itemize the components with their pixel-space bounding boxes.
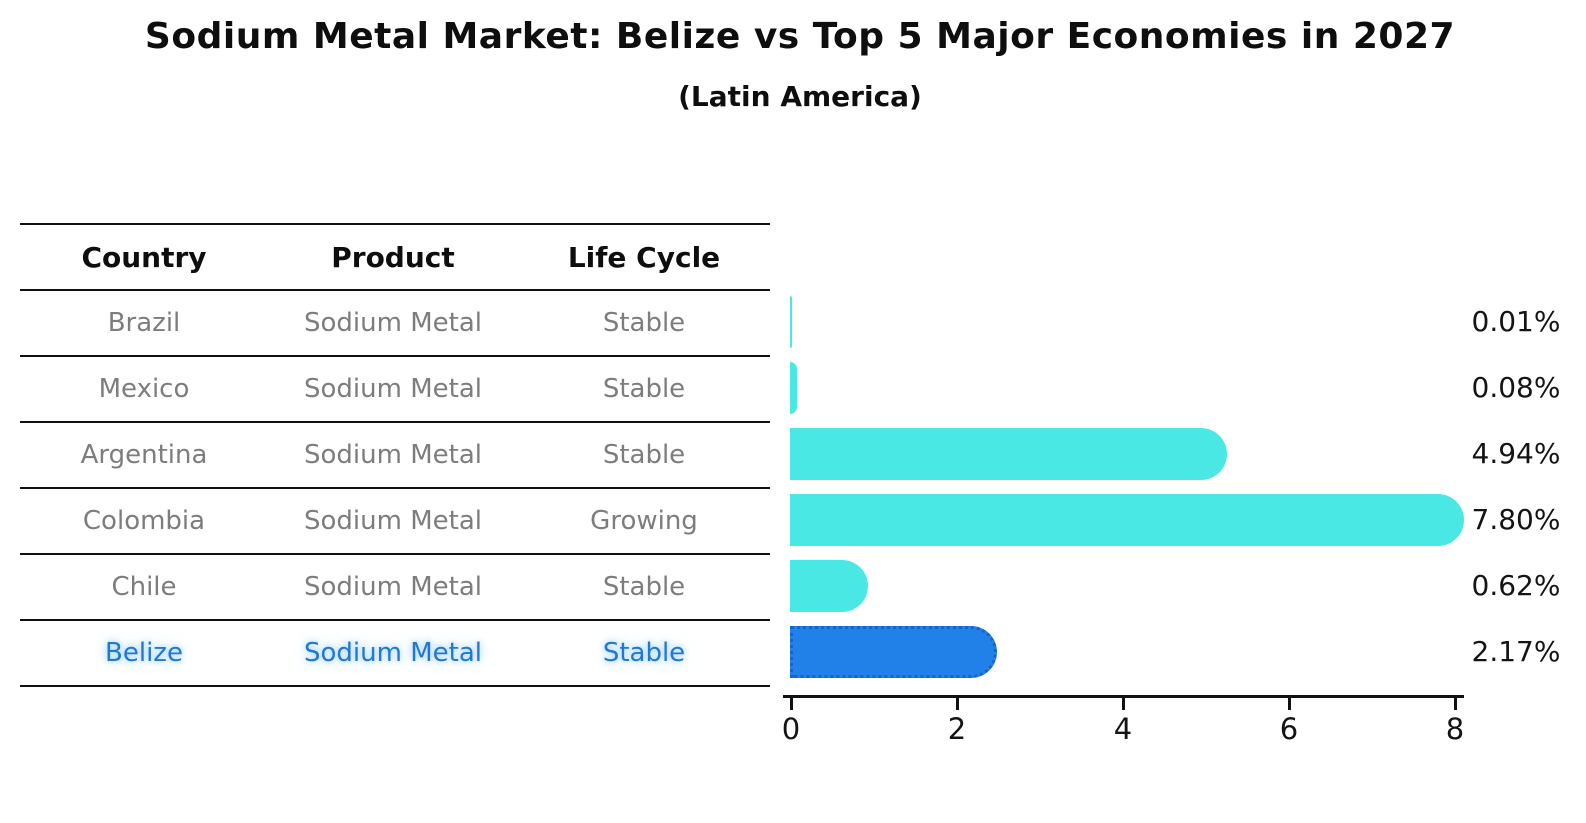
cell-country: Argentina [80, 440, 208, 470]
x-axis-tick-label: 8 [1445, 712, 1465, 746]
x-axis-tick [790, 698, 793, 710]
x-axis-line [783, 695, 1464, 698]
bar-argentina [790, 428, 1228, 480]
cell-country: Brazil [107, 308, 181, 338]
cell-country: Colombia [82, 506, 206, 536]
x-axis-tick-label: 4 [1113, 712, 1133, 746]
cell-product: Sodium Metal [304, 440, 482, 470]
value-label-argentina: 4.94% [1471, 437, 1561, 470]
chart-title: Sodium Metal Market: Belize vs Top 5 Maj… [144, 16, 1456, 57]
cell-life-cycle: Stable [602, 440, 686, 470]
table-row-colombia: Colombia Sodium Metal Growing [20, 487, 770, 553]
value-label-chile: 0.62% [1471, 569, 1561, 602]
bar-belize [790, 626, 998, 678]
x-axis-tick [1288, 698, 1291, 710]
cell-life-cycle: Stable [602, 374, 686, 404]
x-axis-tick [956, 698, 959, 710]
column-header-country: Country [81, 240, 207, 274]
cell-life-cycle: Stable [602, 308, 686, 338]
table-header-row: Country Product Life Cycle [20, 223, 770, 289]
country-info-table: Country Product Life Cycle Brazil Sodium… [20, 223, 770, 687]
value-label-colombia: 7.80% [1471, 503, 1561, 536]
cell-life-cycle: Stable [602, 572, 686, 602]
cell-life-cycle: Growing [590, 506, 698, 536]
column-header-life-cycle: Life Cycle [567, 240, 721, 274]
table-row-chile: Chile Sodium Metal Stable [20, 553, 770, 619]
bar-colombia [790, 494, 1465, 546]
x-axis-tick-label: 0 [781, 712, 801, 746]
table-row-mexico: Mexico Sodium Metal Stable [20, 355, 770, 421]
bar-mexico [790, 362, 797, 414]
cell-country: Chile [111, 572, 177, 602]
column-header-product: Product [331, 240, 455, 274]
cell-country: Mexico [98, 374, 190, 404]
table-row-brazil: Brazil Sodium Metal Stable [20, 289, 770, 355]
cell-product: Sodium Metal [304, 308, 482, 338]
bar-chile [790, 560, 869, 612]
cell-life-cycle: Stable [602, 638, 686, 668]
cell-product: Sodium Metal [304, 638, 482, 668]
cell-product: Sodium Metal [304, 506, 482, 536]
value-label-belize: 2.17% [1471, 635, 1561, 668]
bar-brazil [790, 296, 792, 348]
chart-subtitle: (Latin America) [678, 80, 922, 113]
table-row-belize: Belize Sodium Metal Stable [20, 619, 770, 685]
x-axis-tick [1122, 698, 1125, 710]
value-label-mexico: 0.08% [1471, 371, 1561, 404]
x-axis-tick-label: 2 [947, 712, 967, 746]
value-label-brazil: 0.01% [1471, 305, 1561, 338]
cell-country: Belize [105, 638, 183, 668]
table-row-argentina: Argentina Sodium Metal Stable [20, 421, 770, 487]
x-axis-tick-label: 6 [1279, 712, 1299, 746]
cell-product: Sodium Metal [304, 374, 482, 404]
cell-product: Sodium Metal [304, 572, 482, 602]
x-axis-tick [1454, 698, 1457, 710]
